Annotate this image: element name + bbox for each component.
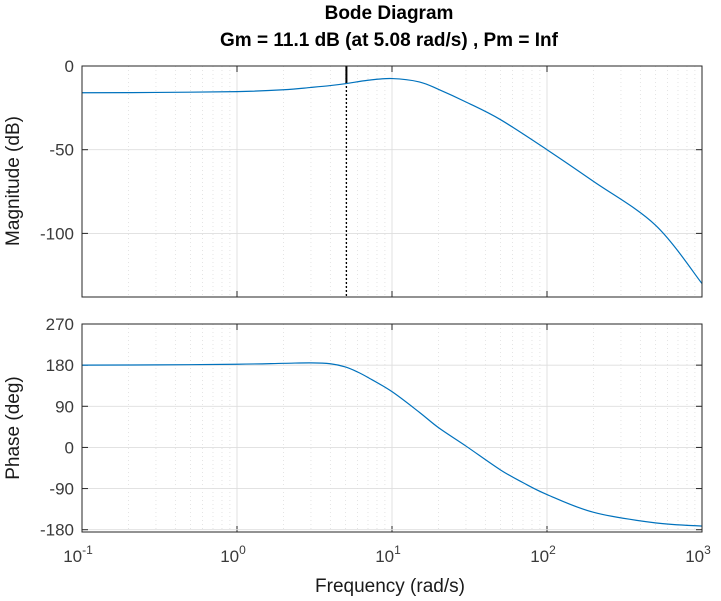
phase-y-tick-label: 90 [55, 397, 74, 416]
magnitude-series-line [81, 77, 703, 284]
phase-y-tick-label: -180 [40, 521, 74, 540]
magnitude-y-ticks: 0 -50 -100 [40, 57, 74, 243]
chart-title: Bode Diagram [325, 3, 454, 24]
x-tick-exponent: 2 [549, 543, 556, 557]
x-tick-exponent: -1 [82, 543, 93, 557]
x-tick-base: 10 [220, 547, 239, 566]
x-tick-base: 10 [530, 547, 549, 566]
chart-subtitle: Gm = 11.1 dB (at 5.08 rad/s) , Pm = Inf [220, 30, 559, 51]
phase-series-line [81, 362, 703, 527]
magnitude-y-tick-label: -100 [40, 224, 74, 243]
x-tick-label: 10-1 [63, 543, 93, 566]
phase-y-tick-label: 180 [46, 356, 74, 375]
phase-axes-box [81, 323, 703, 533]
x-tick-label: 101 [375, 543, 401, 566]
x-tick-label: 102 [530, 543, 556, 566]
phase-panel: 270 180 90 0 -90 -180 Phase (deg) [3, 315, 703, 540]
phase-y-tick-label: -90 [49, 480, 74, 499]
phase-y-tick-label: 270 [46, 315, 74, 334]
magnitude-y-axis-label: Magnitude (dB) [3, 116, 24, 246]
x-tick-label: 100 [220, 543, 246, 566]
x-tick-exponent: 3 [704, 543, 711, 557]
magnitude-y-tick-label: -50 [49, 141, 74, 160]
phase-y-ticks: 270 180 90 0 -90 -180 [40, 315, 74, 540]
x-tick-exponent: 1 [394, 543, 401, 557]
magnitude-axes-box [81, 65, 703, 298]
x-axis-ticks: 10-1 100 101 102 103 [63, 543, 711, 566]
magnitude-panel: 0 -50 -100 Magnitude (dB) [3, 57, 703, 298]
x-tick-exponent: 0 [239, 543, 246, 557]
x-tick-base: 10 [63, 547, 82, 566]
magnitude-y-tick-label: 0 [65, 57, 74, 76]
x-tick-base: 10 [375, 547, 394, 566]
x-tick-label: 103 [685, 543, 711, 566]
x-tick-base: 10 [685, 547, 704, 566]
phase-y-tick-label: 0 [65, 438, 74, 457]
phase-y-axis-label: Phase (deg) [3, 376, 24, 480]
x-axis-label: Frequency (rad/s) [315, 576, 465, 597]
